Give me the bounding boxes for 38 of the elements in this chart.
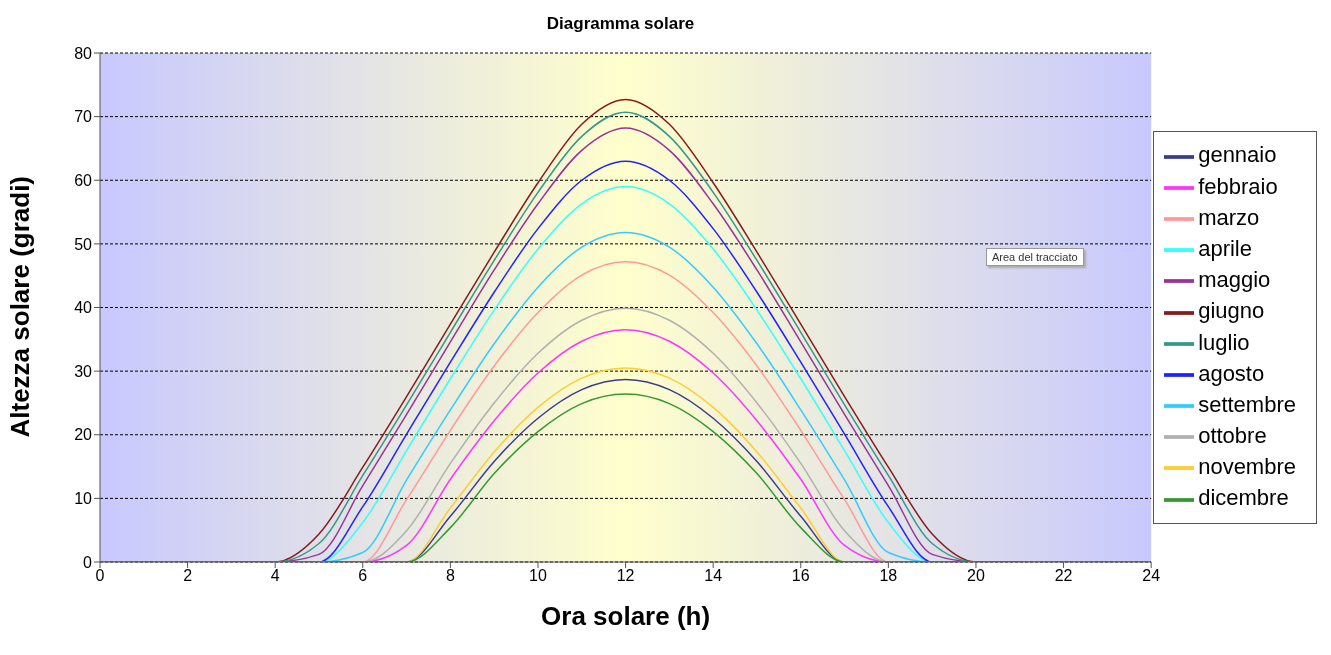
legend-label: giugno (1198, 298, 1265, 324)
legend-label: novembre (1198, 454, 1296, 480)
y-tick-label: 0 (83, 553, 93, 571)
y-tick-label: 30 (74, 362, 93, 380)
x-tick-label: 20 (967, 567, 985, 585)
x-tick-label: 8 (445, 567, 455, 585)
legend-label: ottobre (1198, 423, 1267, 449)
x-tick-label: 16 (791, 567, 810, 585)
y-axis-title: Altezza solare (gradi) (5, 175, 36, 438)
y-tick-label: 20 (74, 426, 93, 444)
y-tick-label: 50 (74, 235, 93, 253)
x-axis-title: Ora solare (h) (541, 601, 711, 631)
y-tick-label: 60 (74, 171, 93, 189)
legend-label: agosto (1198, 360, 1265, 386)
x-tick-label: 0 (95, 567, 105, 585)
legend-label: luglio (1198, 329, 1250, 355)
legend-label: febbraio (1198, 173, 1278, 199)
x-tick-label: 4 (270, 567, 280, 585)
legend-label: marzo (1198, 204, 1260, 230)
x-tick-label: 22 (1054, 567, 1073, 585)
x-tick-label: 6 (358, 567, 368, 585)
x-tick-label: 2 (183, 567, 193, 585)
x-tick-label: 12 (616, 567, 635, 585)
x-tick-label: 18 (879, 567, 898, 585)
y-tick-label: 70 (74, 108, 93, 126)
legend-label: settembre (1198, 391, 1296, 417)
x-tick-label: 14 (704, 567, 723, 585)
legend-label: gennaio (1198, 142, 1277, 168)
legend-label: aprile (1198, 235, 1252, 261)
x-tick-label: 24 (1142, 567, 1161, 585)
y-tick-label: 80 (74, 44, 93, 62)
legend-label: maggio (1198, 267, 1271, 293)
y-tick-label: 40 (74, 299, 93, 317)
x-tick-label: 10 (529, 567, 547, 585)
chart-title: Diagramma solare (545, 14, 696, 34)
annotation: Area del tracciato (986, 248, 1084, 266)
legend-label: dicembre (1198, 485, 1289, 511)
y-tick-label: 10 (74, 490, 93, 508)
